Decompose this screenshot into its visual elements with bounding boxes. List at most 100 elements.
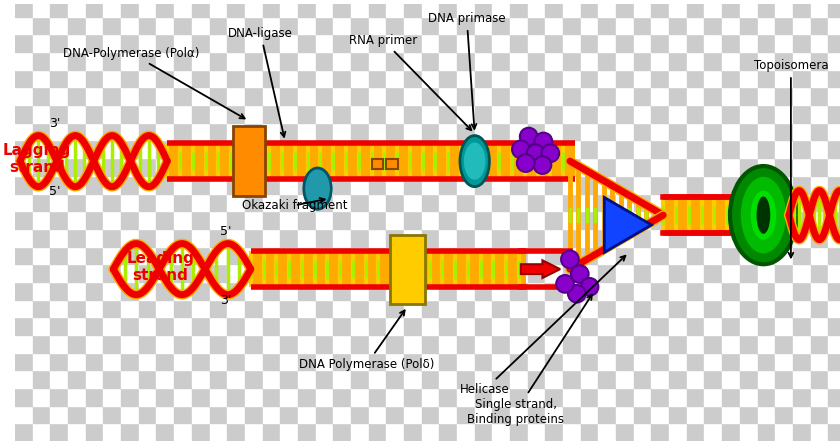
Bar	[439, 388, 457, 406]
Bar	[722, 123, 740, 141]
Bar	[298, 264, 316, 282]
Bar	[351, 406, 369, 423]
Bar	[369, 352, 386, 370]
Bar	[669, 229, 687, 247]
Bar	[758, 388, 775, 406]
Bar	[422, 299, 439, 317]
Bar	[316, 406, 333, 423]
Bar	[156, 229, 174, 247]
Bar	[121, 34, 139, 52]
Bar	[811, 17, 828, 34]
Bar	[758, 34, 775, 52]
Bar	[50, 194, 68, 211]
Bar	[687, 105, 705, 123]
Bar	[793, 211, 811, 229]
Bar	[281, 158, 298, 176]
Bar	[386, 299, 404, 317]
Bar	[386, 17, 404, 34]
Circle shape	[534, 133, 552, 150]
Bar	[351, 70, 369, 88]
Bar	[15, 17, 33, 34]
Bar	[422, 34, 439, 52]
Bar	[50, 123, 68, 141]
Bar	[103, 388, 121, 406]
Bar	[386, 34, 404, 52]
Bar	[209, 17, 227, 34]
Bar	[705, 299, 722, 317]
Bar	[174, 229, 192, 247]
Bar	[775, 299, 793, 317]
Bar	[245, 423, 263, 441]
Bar	[298, 211, 316, 229]
Bar	[404, 211, 422, 229]
Bar	[245, 406, 263, 423]
Bar	[227, 176, 245, 194]
Bar	[68, 282, 86, 299]
Bar	[333, 388, 351, 406]
Bar	[422, 105, 439, 123]
Bar	[616, 105, 633, 123]
Bar	[33, 388, 50, 406]
Bar	[828, 282, 840, 299]
Bar	[174, 317, 192, 335]
Bar	[50, 335, 68, 352]
Bar	[775, 158, 793, 176]
Bar	[598, 88, 616, 105]
Bar	[669, 264, 687, 282]
Bar	[333, 370, 351, 388]
Bar	[316, 123, 333, 141]
Bar	[563, 423, 580, 441]
Bar	[103, 123, 121, 141]
Bar	[598, 52, 616, 70]
Bar	[139, 388, 156, 406]
Bar	[580, 0, 598, 17]
Bar	[316, 88, 333, 105]
Bar	[758, 141, 775, 158]
Bar	[351, 352, 369, 370]
Bar	[758, 317, 775, 335]
Bar	[192, 105, 209, 123]
Bar	[687, 194, 705, 211]
Bar	[793, 123, 811, 141]
Bar	[811, 176, 828, 194]
Bar	[722, 229, 740, 247]
Bar	[652, 352, 669, 370]
Bar	[316, 141, 333, 158]
Bar	[103, 264, 121, 282]
Bar	[86, 52, 103, 70]
Bar	[510, 247, 528, 264]
Bar	[281, 0, 298, 17]
Bar	[793, 70, 811, 88]
Bar	[351, 247, 369, 264]
Bar	[545, 282, 563, 299]
Bar	[492, 370, 510, 388]
Bar	[263, 176, 281, 194]
Bar	[528, 388, 545, 406]
Bar	[669, 247, 687, 264]
Bar	[652, 158, 669, 176]
Bar	[209, 176, 227, 194]
Bar	[580, 264, 598, 282]
Bar	[227, 264, 245, 282]
Bar	[475, 158, 492, 176]
Bar	[510, 194, 528, 211]
Ellipse shape	[304, 168, 331, 209]
Bar	[86, 406, 103, 423]
Bar	[722, 299, 740, 317]
Bar	[775, 141, 793, 158]
Bar	[598, 70, 616, 88]
Bar	[545, 70, 563, 88]
Bar	[705, 211, 722, 229]
Bar	[457, 247, 475, 264]
Bar	[457, 0, 475, 17]
Bar	[492, 123, 510, 141]
Bar	[439, 211, 457, 229]
Bar	[545, 123, 563, 141]
Bar	[386, 88, 404, 105]
Bar	[86, 352, 103, 370]
Bar	[439, 105, 457, 123]
Bar	[811, 105, 828, 123]
Bar	[775, 317, 793, 335]
Bar	[209, 70, 227, 88]
Bar	[528, 264, 545, 282]
